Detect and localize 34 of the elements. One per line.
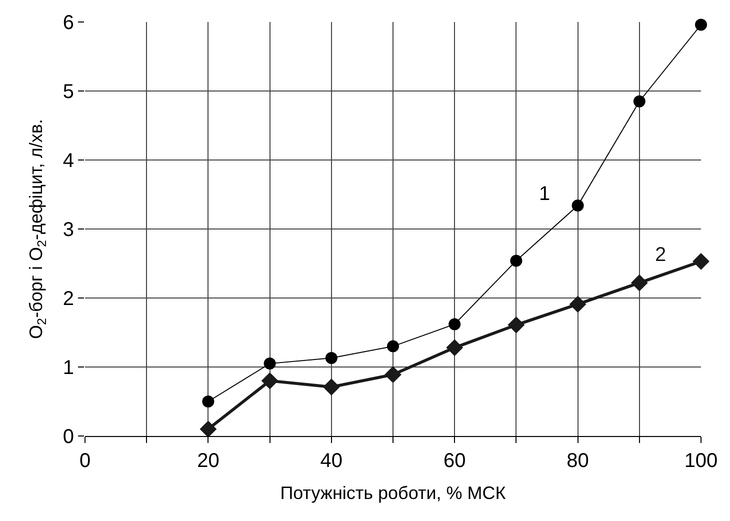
point [387, 340, 399, 352]
point [510, 254, 522, 267]
x-tick-label: 40 [320, 450, 343, 472]
y-tick-label: 1 [62, 357, 74, 379]
point [200, 420, 217, 438]
point [569, 296, 586, 313]
x-axis-title: Потужність роботи, % МСК [280, 483, 506, 504]
point [264, 358, 276, 370]
point [572, 200, 584, 212]
point [692, 252, 710, 270]
point [448, 318, 461, 330]
point [325, 352, 338, 364]
point [630, 274, 648, 292]
y-tick-label: 6 [62, 12, 74, 34]
y-tick-label: 4 [62, 150, 74, 172]
y-tick-label: 0 [62, 426, 74, 448]
y-tick-label: 2 [62, 288, 74, 310]
x-tick-label: 60 [443, 450, 466, 472]
series-label: 2 [655, 244, 666, 266]
point [508, 316, 525, 334]
x-tick-label: 0 [79, 450, 91, 472]
point [695, 18, 707, 31]
x-tick-label: 20 [197, 450, 220, 472]
point [261, 372, 278, 390]
point [322, 378, 340, 396]
point [202, 396, 214, 408]
y-tick-label: 5 [62, 81, 74, 103]
x-tick-label: 100 [684, 450, 718, 472]
point [384, 366, 402, 384]
y-tick-label: 3 [62, 219, 74, 241]
point [446, 339, 464, 356]
series-label: 1 [539, 183, 550, 205]
point [633, 95, 646, 108]
x-tick-label: 80 [566, 450, 589, 472]
